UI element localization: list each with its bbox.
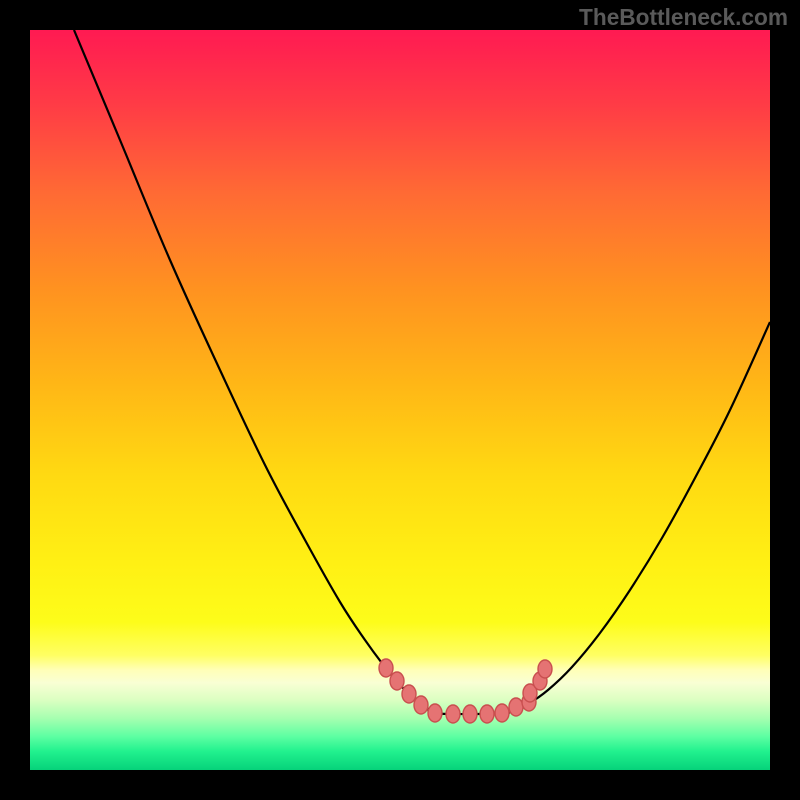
curve-marker <box>379 659 393 677</box>
curve-marker <box>538 660 552 678</box>
chart-root: TheBottleneck.com <box>0 0 800 800</box>
plot-area <box>30 30 770 770</box>
curve-marker <box>446 705 460 723</box>
curve-marker <box>390 672 404 690</box>
curve-marker <box>495 704 509 722</box>
curve-marker <box>414 696 428 714</box>
curve-marker <box>463 705 477 723</box>
curve-marker <box>402 685 416 703</box>
curve-marker <box>428 704 442 722</box>
bottleneck-curve <box>74 30 770 714</box>
chart-svg <box>30 30 770 770</box>
curve-marker <box>480 705 494 723</box>
curve-marker <box>509 698 523 716</box>
watermark-text: TheBottleneck.com <box>579 4 788 31</box>
